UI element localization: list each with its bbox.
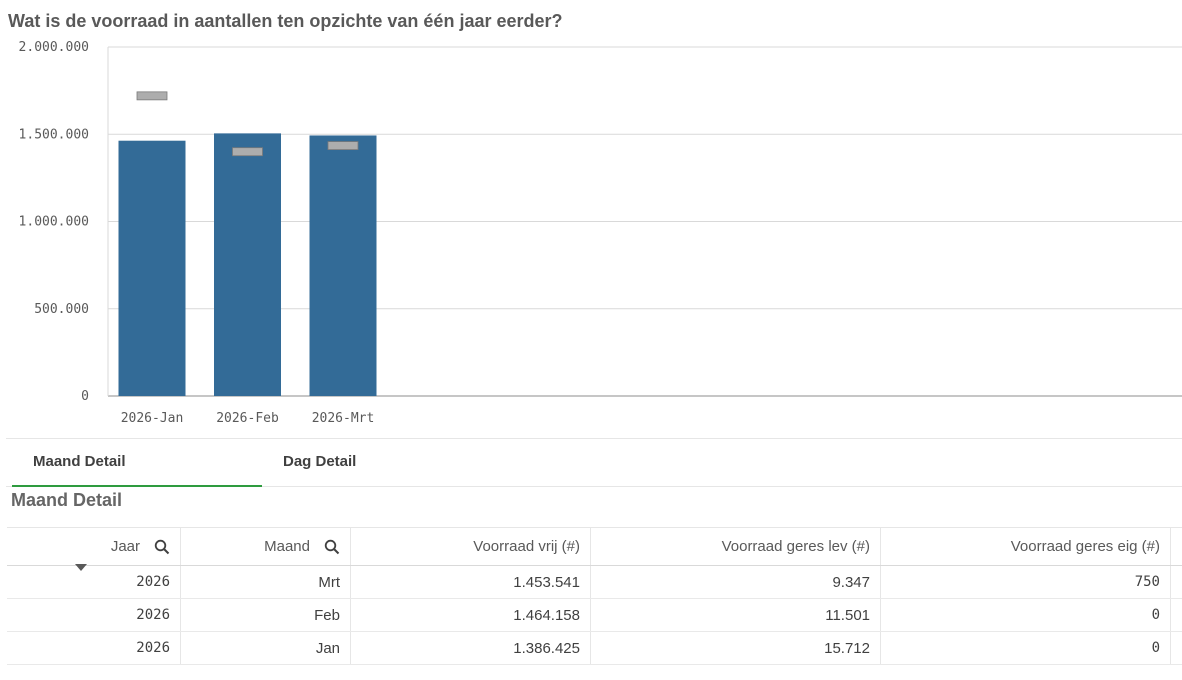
column-header-label: Voorraad vrij (#) bbox=[473, 538, 580, 555]
cell-voorraad-vrij: 1.386.425 bbox=[351, 632, 591, 664]
cell-voorraad-vrij: 1.453.541 bbox=[351, 566, 591, 598]
bar bbox=[118, 140, 186, 396]
cell-jaar: 2026 bbox=[7, 632, 181, 664]
cell-voorraad-geres-eig: 0 bbox=[881, 632, 1171, 664]
table-row[interactable]: 2026 Feb 1.464.158 11.501 0 bbox=[7, 599, 1182, 632]
search-icon[interactable] bbox=[324, 539, 340, 555]
y-tick-label: 1.000.000 bbox=[19, 215, 89, 230]
column-header-label: Voorraad geres eig (#) bbox=[1010, 538, 1160, 555]
cell-voorraad-geres-eig: 0 bbox=[881, 599, 1171, 631]
column-header-label: Voorraad geres lev (#) bbox=[721, 538, 870, 555]
y-tick-label: 2.000.000 bbox=[19, 40, 89, 55]
column-header-label: Maand bbox=[264, 538, 310, 555]
cell-voorraad-geres-eig: 750 bbox=[881, 566, 1171, 598]
y-tick-label: 1.500.000 bbox=[19, 127, 89, 142]
sort-descending-icon[interactable] bbox=[75, 564, 87, 571]
cell-voorraad-geres-lev: 15.712 bbox=[591, 632, 881, 664]
table-header-row: Jaar Maand Voorraad vrij (#) Voorraad ge… bbox=[7, 527, 1182, 571]
tab-dag-detail[interactable]: Dag Detail bbox=[283, 453, 357, 470]
x-tick-label: 2026-Feb bbox=[216, 411, 279, 426]
search-icon[interactable] bbox=[154, 539, 170, 555]
chart-title: Wat is de voorraad in aantallen ten opzi… bbox=[8, 11, 563, 31]
cell-maand: Jan bbox=[181, 632, 351, 664]
table-row[interactable]: 2026 Jan 1.386.425 15.712 0 bbox=[7, 632, 1182, 665]
cell-maand: Feb bbox=[181, 599, 351, 631]
table-title: Maand Detail bbox=[11, 490, 123, 510]
bar bbox=[214, 133, 281, 396]
column-header-label: Jaar bbox=[110, 538, 140, 555]
data-table: Jaar Maand Voorraad vrij (#) Voorraad ge… bbox=[7, 527, 1182, 665]
bar-chart: 0 500.000 1.000.000 1.500.000 2.000.000 2026-… bbox=[19, 40, 1182, 426]
y-tick-label: 0 bbox=[81, 389, 89, 404]
cell-voorraad-geres-lev: 9.347 bbox=[591, 566, 881, 598]
comparison-marker bbox=[136, 91, 168, 101]
tab-bar: Maand Detail Dag Detail bbox=[6, 438, 1182, 487]
column-header-maand[interactable]: Maand bbox=[181, 528, 351, 565]
comparison-marker bbox=[232, 147, 263, 157]
column-header-voorraad-geres-eig[interactable]: Voorraad geres eig (#) bbox=[881, 528, 1171, 565]
column-header-voorraad-vrij[interactable]: Voorraad vrij (#) bbox=[351, 528, 591, 565]
comparison-marker bbox=[327, 141, 359, 150]
x-tick-label: 2026-Jan bbox=[121, 411, 184, 426]
tab-maand-detail[interactable]: Maand Detail bbox=[12, 439, 262, 487]
cell-jaar: 2026 bbox=[7, 599, 181, 631]
bar bbox=[309, 135, 377, 396]
column-header-jaar[interactable]: Jaar bbox=[7, 528, 181, 565]
column-header-voorraad-geres-lev[interactable]: Voorraad geres lev (#) bbox=[591, 528, 881, 565]
table-row[interactable]: 2026 Mrt 1.453.541 9.347 750 bbox=[7, 566, 1182, 599]
cell-voorraad-vrij: 1.464.158 bbox=[351, 599, 591, 631]
x-tick-label: 2026-Mrt bbox=[312, 411, 375, 426]
cell-jaar: 2026 bbox=[7, 566, 181, 598]
y-tick-label: 500.000 bbox=[34, 302, 89, 317]
cell-maand: Mrt bbox=[181, 566, 351, 598]
cell-voorraad-geres-lev: 11.501 bbox=[591, 599, 881, 631]
